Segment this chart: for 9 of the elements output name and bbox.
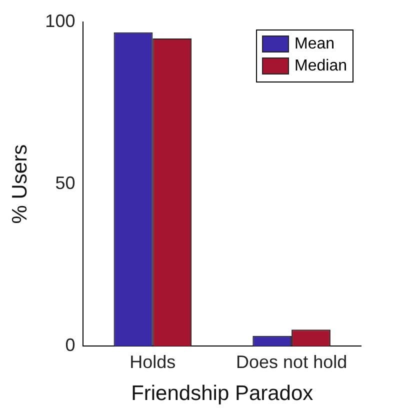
y-axis-title: % Users — [8, 144, 32, 224]
legend-label: Median — [294, 57, 348, 74]
y-tick-label: 50 — [55, 173, 76, 194]
y-tick-label: 100 — [45, 10, 76, 31]
legend-label: Mean — [294, 35, 335, 52]
y-tick-label: 0 — [65, 335, 76, 356]
x-axis-title: Friendship Paradox — [131, 382, 314, 406]
x-tick-label: Does not hold — [236, 352, 348, 372]
x-tick-label: Holds — [130, 352, 176, 372]
